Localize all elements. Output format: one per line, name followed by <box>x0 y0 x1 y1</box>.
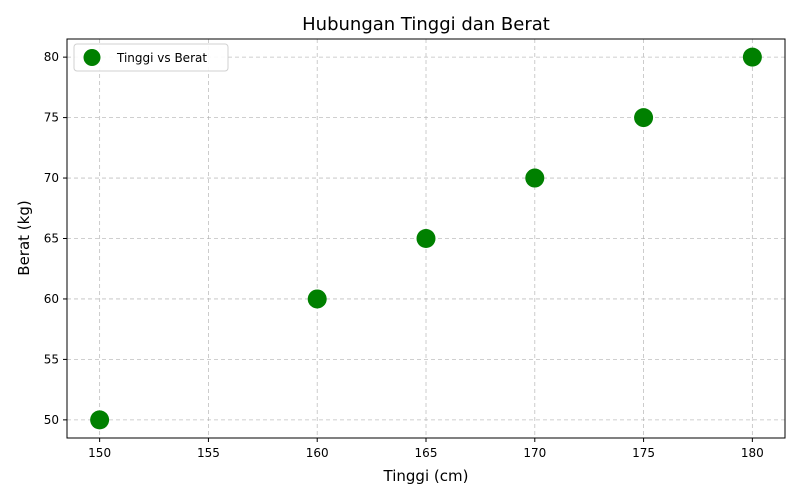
data-point <box>634 108 654 128</box>
x-tick-label: 180 <box>741 446 764 460</box>
x-tick-label: 150 <box>88 446 111 460</box>
grid <box>67 39 785 438</box>
data-points <box>90 47 762 430</box>
x-tick-label: 170 <box>523 446 546 460</box>
data-point <box>307 289 327 309</box>
legend-marker <box>83 49 101 66</box>
legend: Tinggi vs Berat <box>73 43 229 72</box>
x-axis-ticks: 150 155 160 165 170 175 180 <box>88 438 764 460</box>
x-tick-label: 155 <box>197 446 220 460</box>
data-point <box>742 47 762 67</box>
chart-title: Hubungan Tinggi dan Berat <box>302 14 550 35</box>
y-tick-label: 50 <box>44 413 59 427</box>
y-axis-ticks: 50 55 60 65 70 75 80 <box>44 50 67 427</box>
x-tick-label: 165 <box>415 446 438 460</box>
y-tick-label: 65 <box>44 232 59 246</box>
x-axis-label: Tinggi (cm) <box>383 467 469 485</box>
data-point <box>416 229 436 248</box>
y-tick-label: 80 <box>44 50 59 64</box>
legend-label: Tinggi vs Berat <box>116 51 207 65</box>
y-tick-label: 70 <box>44 171 59 185</box>
legend-box <box>73 43 229 72</box>
y-tick-label: 60 <box>44 292 59 306</box>
x-tick-label: 160 <box>306 446 329 460</box>
data-point <box>525 168 545 188</box>
y-tick-label: 75 <box>44 111 59 125</box>
x-tick-label: 175 <box>632 446 655 460</box>
y-axis-label: Berat (kg) <box>15 200 33 275</box>
data-point <box>90 410 110 430</box>
y-tick-label: 55 <box>44 352 59 366</box>
